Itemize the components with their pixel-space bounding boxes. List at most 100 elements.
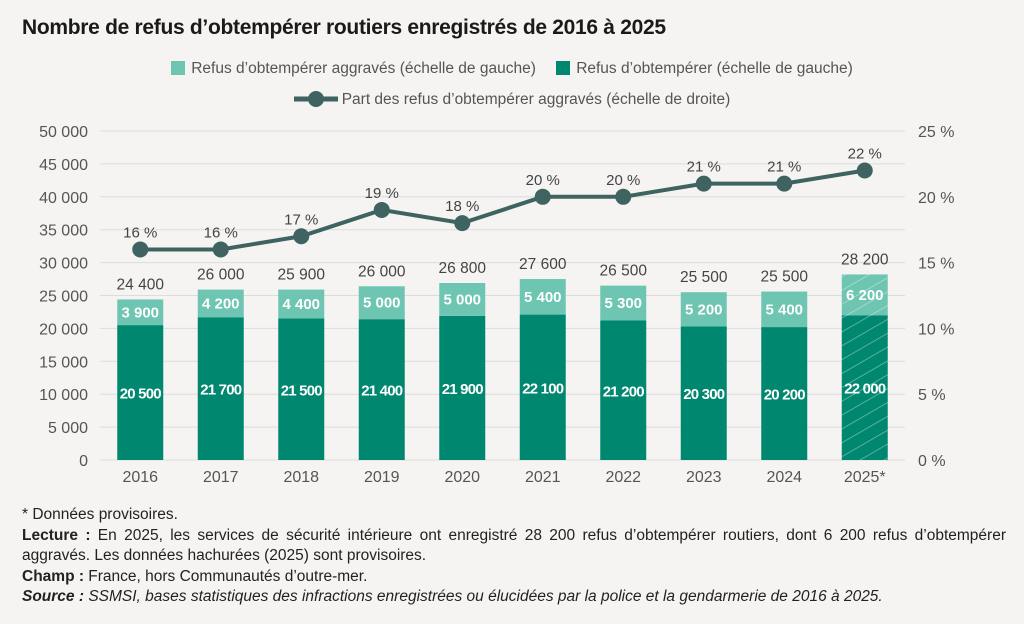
- y-left-tick-label: 50 000: [39, 124, 88, 141]
- legend-item-aggravated: Refus d’obtempérer aggravés (échelle de …: [171, 60, 536, 77]
- share-point: [695, 175, 712, 192]
- data-label-total: 26 800: [439, 260, 487, 277]
- bar-hatch: [841, 274, 888, 460]
- share-label: 21 %: [767, 159, 801, 176]
- source-label: Source :: [22, 588, 85, 605]
- data-label-refusals: 22 100: [522, 380, 564, 397]
- share-line: [140, 168, 866, 252]
- data-label-refusals: 21 500: [281, 382, 323, 399]
- data-label-total: 26 000: [197, 267, 245, 284]
- y-left-tick-label: 0: [79, 453, 88, 470]
- data-label-aggravated: 5 000: [363, 295, 401, 312]
- x-tick-label: 2022: [605, 469, 641, 486]
- data-label-refusals: 20 500: [120, 386, 162, 403]
- data-label-refusals: 21 900: [442, 381, 484, 398]
- data-label-aggravated: 3 900: [121, 304, 159, 321]
- footnote: * Données provisoires.: [22, 506, 178, 523]
- data-label-total: 27 600: [519, 256, 567, 273]
- x-tick-label: 2018: [283, 469, 319, 486]
- y-right-tick-label: 15 %: [918, 256, 954, 273]
- data-label-aggravated: 5 400: [765, 301, 803, 318]
- data-label-aggravated: 5 000: [443, 291, 481, 308]
- share-point: [856, 162, 873, 179]
- x-tick-label: 2024: [766, 469, 802, 486]
- lecture-label: Lecture :: [22, 526, 91, 544]
- bar-aggravated: [358, 286, 405, 320]
- share-label: 16 %: [123, 224, 157, 241]
- y-left-tick-label: 10 000: [39, 387, 88, 404]
- legend-item-share: Part des refus d’obtempérer aggravés (éc…: [293, 91, 731, 108]
- share-point: [373, 201, 390, 218]
- bar-aggravated: [278, 289, 325, 319]
- chart-notes: * Données provisoires. Lecture : En 2025…: [22, 505, 1006, 608]
- y-right-tick-label: 5 %: [918, 387, 946, 404]
- data-label-refusals: 21 400: [361, 383, 403, 400]
- x-tick-label: 2016: [122, 469, 158, 486]
- legend-label: Refus d’obtempérer aggravés (échelle de …: [191, 60, 536, 77]
- share-point: [293, 228, 310, 245]
- share-point: [132, 241, 149, 258]
- chart-plot: 0 5 000 10 000 15 000 20 000 25 000 30 000 35 0…: [39, 124, 954, 486]
- data-label-refusals: 20 200: [764, 387, 806, 404]
- bar-refusals: [358, 319, 405, 460]
- y-left-tick-label: 40 000: [39, 190, 88, 207]
- data-label-refusals: 21 700: [200, 382, 242, 399]
- line-marker-icon: [293, 91, 338, 107]
- share-point: [615, 188, 632, 205]
- bar-refusals: [439, 315, 486, 460]
- data-label-aggravated: 5 400: [524, 289, 562, 306]
- data-label-aggravated: 4 400: [282, 296, 320, 313]
- x-tick-label: 2021: [525, 469, 561, 486]
- bar-refusals: [278, 318, 325, 460]
- bar-refusals: [761, 327, 808, 460]
- data-label-aggravated: 6 200: [846, 287, 884, 304]
- y-left-tick-label: 45 000: [39, 157, 88, 174]
- legend-swatch: [556, 61, 571, 75]
- y-right-tick-label: 20 %: [918, 190, 954, 207]
- y-left-tick-label: 5 000: [48, 420, 88, 437]
- bar-aggravated: [439, 282, 486, 316]
- bar-aggravated: [117, 299, 164, 326]
- bar-aggravated: [680, 292, 727, 327]
- data-label-refusals: 22 000: [844, 381, 886, 398]
- legend-label: Part des refus d’obtempérer aggravés (éc…: [341, 91, 731, 108]
- x-tick-label: 2020: [444, 469, 480, 486]
- share-label: 18 %: [445, 198, 479, 215]
- x-tick-label: 2017: [203, 469, 239, 486]
- y-right-tick-label: 25 %: [918, 124, 954, 141]
- lecture-text: En 2025, les services de sécurité intéri…: [22, 526, 1006, 565]
- legend-label: Refus d’obtempérer (échelle de gauche): [576, 60, 853, 77]
- bar-aggravated: [761, 291, 808, 328]
- data-label-total: 24 400: [117, 276, 165, 293]
- share-point: [454, 215, 471, 232]
- legend-item-refusals: Refus d’obtempérer (échelle de gauche): [556, 60, 853, 77]
- data-label-refusals: 20 300: [683, 386, 725, 403]
- bar-refusals: [117, 325, 164, 460]
- share-label: 20 %: [526, 172, 560, 189]
- y-left-tick-label: 30 000: [39, 256, 88, 273]
- x-tick-label: 2023: [686, 469, 722, 486]
- y-left-tick-label: 35 000: [39, 223, 88, 240]
- chart-title: Nombre de refus d’obtempérer routiers en…: [22, 16, 666, 39]
- share-label: 16 %: [204, 224, 238, 241]
- data-label-total: 26 500: [600, 263, 648, 280]
- share-label: 21 %: [687, 159, 721, 176]
- bar-refusals: [600, 320, 647, 460]
- y-left-tick-label: 20 000: [39, 321, 88, 338]
- bar-refusals: [519, 314, 566, 460]
- data-label-total: 25 500: [761, 269, 809, 286]
- x-tick-label: 2019: [364, 469, 400, 486]
- share-point: [776, 175, 793, 192]
- y-left-tick-label: 25 000: [39, 289, 88, 306]
- share-point: [534, 188, 551, 205]
- share-label: 19 %: [365, 185, 399, 202]
- share-label: 20 %: [606, 172, 640, 189]
- legend: Refus d’obtempérer aggravés (échelle de …: [0, 60, 1024, 78]
- data-label-total: 28 200: [841, 251, 889, 268]
- share-point: [212, 241, 229, 258]
- data-label-aggravated: 5 300: [604, 295, 642, 312]
- y-right-tick-label: 10 %: [918, 321, 954, 338]
- source-text: SSMSI, bases statistiques des infraction…: [84, 588, 883, 605]
- bar-aggravated: [197, 289, 244, 318]
- bar-aggravated: [600, 285, 647, 321]
